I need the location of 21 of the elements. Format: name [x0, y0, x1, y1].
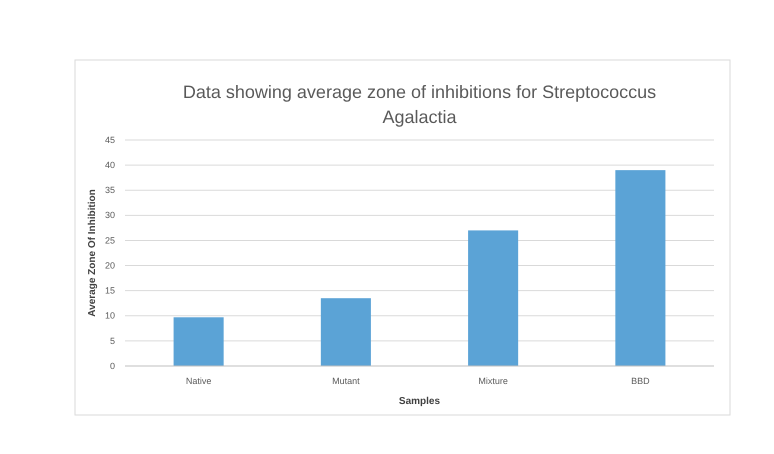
y-axis-title: Average Zone Of Inhibition	[87, 189, 98, 317]
bar	[468, 230, 518, 366]
y-tick-label: 30	[104, 210, 115, 220]
x-tick-label: Mixture	[478, 376, 508, 386]
y-tick-label: 0	[110, 360, 115, 371]
y-tick-label: 25	[104, 235, 115, 246]
y-tick-label: 10	[104, 310, 115, 321]
y-tick-label: 45	[104, 134, 115, 145]
bar	[615, 170, 666, 366]
y-tick-label: 15	[104, 286, 115, 296]
x-tick-label: BBD	[631, 376, 650, 386]
y-tick-label: 40	[104, 160, 115, 170]
x-axis-title: Samples	[398, 396, 440, 407]
bar	[320, 298, 371, 366]
y-tick-label: 5	[110, 336, 115, 346]
chart-title: Data showing average zone of inhibitions for Streptococcus Agalactia	[182, 82, 656, 127]
y-tick-label: 20	[104, 260, 115, 270]
x-tick-label: Native	[186, 376, 212, 386]
bar	[174, 317, 224, 366]
x-tick-label: Mutant	[332, 376, 360, 386]
y-tick-label: 35	[104, 185, 115, 196]
